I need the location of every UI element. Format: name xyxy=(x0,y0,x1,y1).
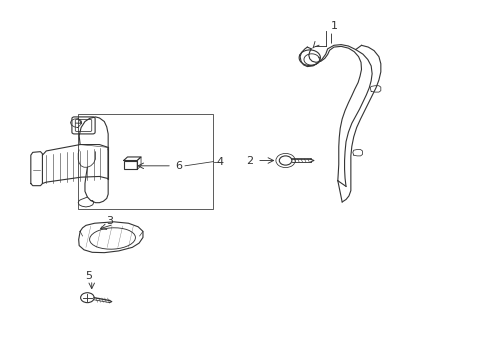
Text: 2: 2 xyxy=(245,156,252,166)
Bar xyxy=(123,161,137,169)
Text: 3: 3 xyxy=(106,216,113,226)
Text: 5: 5 xyxy=(85,271,92,281)
Text: 1: 1 xyxy=(330,21,337,31)
Bar xyxy=(78,114,213,209)
Text: 4: 4 xyxy=(216,157,224,167)
Text: 6: 6 xyxy=(175,161,183,171)
